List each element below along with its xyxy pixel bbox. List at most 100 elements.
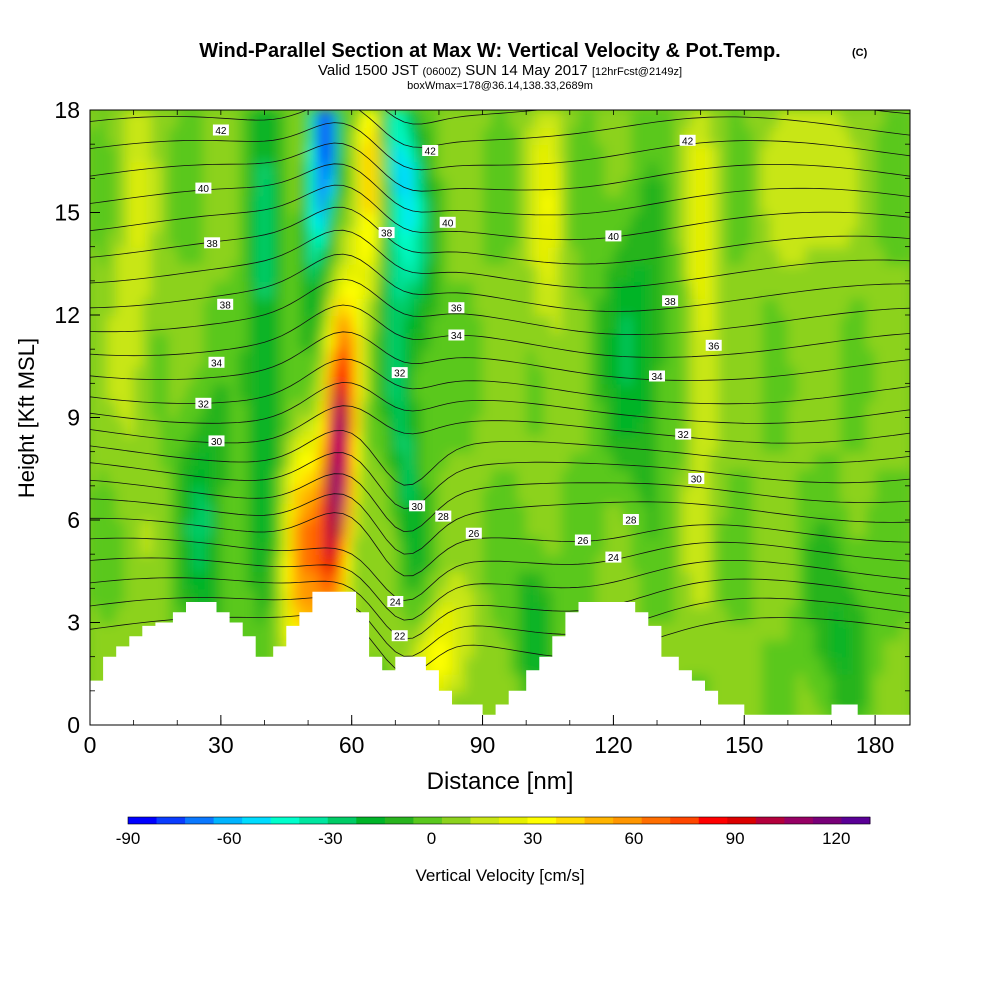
field-cell xyxy=(683,502,693,521)
field-cell xyxy=(386,468,397,487)
field-cell xyxy=(892,520,903,539)
field-cell xyxy=(595,537,606,556)
field-cell xyxy=(369,178,379,197)
field-cell xyxy=(255,554,266,573)
field-cell xyxy=(500,161,510,180)
field-cell xyxy=(814,315,824,334)
field-cell xyxy=(534,297,545,316)
field-cell xyxy=(124,110,135,129)
isentrope-line xyxy=(90,253,910,312)
field-cell xyxy=(796,383,807,402)
field-cell xyxy=(264,537,275,556)
field-cell xyxy=(447,178,458,197)
field-cell xyxy=(500,400,510,419)
field-cell xyxy=(238,588,249,607)
field-cell xyxy=(831,212,842,231)
field-cell xyxy=(351,332,362,351)
field-cell xyxy=(744,366,754,385)
field-cell xyxy=(308,520,318,539)
field-cell xyxy=(892,571,903,590)
field-cell xyxy=(491,110,501,129)
field-cell xyxy=(543,520,554,539)
field-cell xyxy=(779,520,789,539)
field-cell xyxy=(412,400,423,419)
field-cell xyxy=(212,144,222,163)
field-cell xyxy=(342,246,353,265)
contour-label: 34 xyxy=(448,329,465,342)
field-cell xyxy=(238,502,249,521)
x-tick-label: 60 xyxy=(339,732,365,758)
contour-label-bg xyxy=(212,124,229,136)
field-cell xyxy=(822,622,833,641)
field-cell xyxy=(752,400,763,419)
field-cell xyxy=(831,246,842,265)
field-cell xyxy=(517,161,528,180)
field-cell xyxy=(107,468,118,487)
field-cell xyxy=(700,400,711,419)
field-cell xyxy=(901,161,910,180)
field-cell xyxy=(168,263,179,282)
field-cell xyxy=(107,434,118,453)
field-cell xyxy=(491,383,501,402)
field-cell xyxy=(107,485,118,504)
field-cell xyxy=(151,349,161,368)
field-cell xyxy=(351,297,362,316)
field-cell xyxy=(491,212,501,231)
field-cell xyxy=(787,297,798,316)
field-cell xyxy=(630,127,641,146)
field-cell xyxy=(116,520,126,539)
field-cell xyxy=(718,366,728,385)
field-cell xyxy=(648,400,659,419)
field-cell xyxy=(892,400,903,419)
field-cell xyxy=(639,383,650,402)
field-cell xyxy=(814,161,824,180)
field-cell xyxy=(273,451,283,470)
field-cell xyxy=(691,178,702,197)
field-cell xyxy=(142,554,153,573)
field-cell xyxy=(848,502,859,521)
y-tick-label: 18 xyxy=(54,97,80,123)
field-cell xyxy=(639,297,650,316)
field-cell xyxy=(98,161,109,180)
field-cell xyxy=(831,144,842,163)
field-cell xyxy=(735,673,746,692)
field-cell xyxy=(857,332,868,351)
field-cell xyxy=(892,622,903,641)
field-cell xyxy=(273,127,283,146)
field-cell xyxy=(901,246,910,265)
field-cell xyxy=(517,178,528,197)
field-cell xyxy=(290,434,301,453)
field-cell xyxy=(587,520,597,539)
field-cell xyxy=(700,605,711,624)
contour-label-bg xyxy=(705,339,722,351)
field-cell xyxy=(491,127,501,146)
colorbar-swatch xyxy=(242,817,272,824)
field-cell xyxy=(255,537,266,556)
field-cell xyxy=(500,622,510,641)
field-cell xyxy=(534,280,545,299)
contour-label: 30 xyxy=(208,435,225,448)
field-cell xyxy=(404,229,414,248)
field-cell xyxy=(718,656,728,675)
field-cell xyxy=(552,502,563,521)
field-cell xyxy=(421,161,432,180)
field-cell xyxy=(561,400,571,419)
field-cell xyxy=(892,485,903,504)
field-cell xyxy=(726,588,737,607)
field-cell xyxy=(744,280,754,299)
field-cell xyxy=(665,195,676,214)
contour-label-text: 26 xyxy=(577,536,589,547)
field-cell xyxy=(787,554,798,573)
field-cell xyxy=(709,195,720,214)
field-cell xyxy=(90,366,100,385)
field-cell xyxy=(229,263,240,282)
field-cell xyxy=(718,434,728,453)
field-cell xyxy=(369,144,379,163)
field-cell xyxy=(613,195,624,214)
field-cell xyxy=(500,690,510,709)
field-cell xyxy=(534,332,545,351)
field-cell xyxy=(630,349,641,368)
field-cell xyxy=(578,468,589,487)
field-cell xyxy=(752,229,763,248)
field-cell xyxy=(796,554,807,573)
